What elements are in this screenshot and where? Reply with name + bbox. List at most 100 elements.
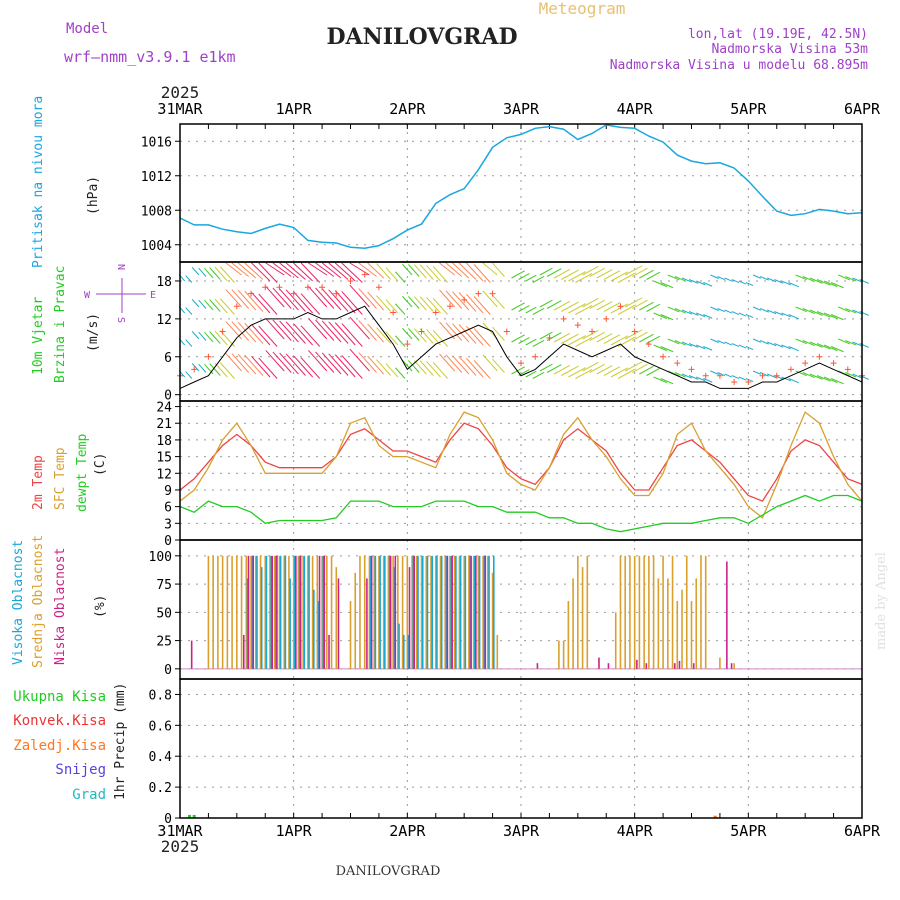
y-tick-label: 1012 [141,170,172,185]
x-tick-label-top: 5APR [730,100,767,118]
gust-marker [248,290,255,297]
wind-arrow [439,321,456,340]
temp-2m-line [179,422,863,502]
wind-arrow [244,322,264,344]
x-tick-label-bottom: 3APR [503,822,540,840]
y-tick-label: 0.4 [149,750,173,765]
wind-arrow [539,267,553,276]
temp-label-3: dewpt Temp [75,434,90,512]
wind-arrow [582,265,599,276]
wind-arrow [367,355,385,375]
wind-arrow [419,264,434,280]
wind-arrow [237,289,257,311]
wind-arrow [610,271,629,282]
wind-arrow [426,329,441,346]
wind-arrow [561,301,579,312]
wind-arrow [465,293,484,314]
wind-arrow [385,267,399,282]
wind-arrow [426,361,441,378]
sfc-temp-line [179,411,863,519]
gust-marker [361,271,368,278]
wind-arrow [660,314,674,321]
compass-w: W [84,290,91,301]
wind-arrow [452,291,470,311]
wind-arrow [358,320,377,341]
gust-marker [560,315,567,322]
gust-marker [290,290,297,297]
wind-arrow [610,303,629,314]
wind-arrow [639,365,654,375]
wind-arrow [589,299,605,309]
cloud-label-2: Srednja Oblacnost [31,535,46,668]
gust-marker [489,290,496,297]
wind-arrow [561,269,579,280]
y-tick-label: 15 [156,451,172,466]
wind-arrow [717,340,726,345]
wind-arrow [334,322,356,346]
gust-marker [375,284,382,291]
wind-arrow [203,331,214,343]
wind-arrow [237,353,257,375]
wind-arrow [831,314,844,321]
precip-panel-frame [179,678,863,819]
wind-arrow [795,338,807,345]
wind-arrow [795,370,807,377]
wind-arrow [823,312,838,320]
wind-arrow [745,346,754,350]
wind-arrow [532,275,545,283]
gust-marker [503,328,510,335]
wind-arrow [589,267,605,277]
wind-arrow [738,344,747,349]
dewpoint-line [179,494,863,533]
wind-arrow [376,359,392,376]
wind-arrow [539,299,553,308]
y-tick-label: 0 [164,812,172,827]
y-tick-label: 6 [164,351,172,366]
wind-arrow [328,353,349,376]
x-tick-label-top: 4APR [617,100,654,118]
pressure-label: Pritisak na nivou mora [31,96,46,268]
wind-arrow [632,331,648,341]
wind-arrow [265,262,285,276]
y-tick-label: 100 [149,550,172,565]
x-tick-label-top: 2APR [389,100,426,118]
wind-arrow [321,352,342,375]
wind-arrow [809,309,823,316]
wind-arrow [482,354,498,372]
wind-arrow [492,294,505,309]
gust-marker [688,366,695,373]
wind-arrow [745,378,754,382]
gust-marker [475,290,482,297]
wind-arrow [315,262,335,277]
wind-arrow [568,303,586,314]
wind-arrow [859,311,869,316]
wind-arrow [767,277,777,283]
gust-marker [404,341,411,348]
wind-arrow [767,341,777,347]
wind-arrow [413,264,427,279]
wind-arrow [852,341,863,347]
legend-total-rain: Ukupna Kisa [13,689,106,705]
wind-arrow [582,297,599,308]
wind-arrow [532,371,545,379]
wind-arrow [426,265,441,282]
wind-arrow [646,271,661,280]
wind-arrow [334,290,356,314]
wind-arrow [518,337,530,344]
wind-arrow [710,306,719,311]
wind-arrow [279,288,299,311]
wind-arrow [788,378,800,384]
wind-label-1: 10m Vjetar [31,297,46,375]
wind-arrow [767,373,777,379]
wind-arrow [394,335,406,347]
wind-arrow [358,288,377,309]
wind-arrow [816,311,831,318]
wind-arrow [603,270,621,280]
gust-marker [276,284,283,291]
wind-arrow [376,327,392,344]
wind-arrow [402,327,413,340]
wind-arrow [473,360,491,379]
wind-arrow [308,350,328,372]
gust-marker [631,328,638,335]
wind-arrow [445,290,463,309]
